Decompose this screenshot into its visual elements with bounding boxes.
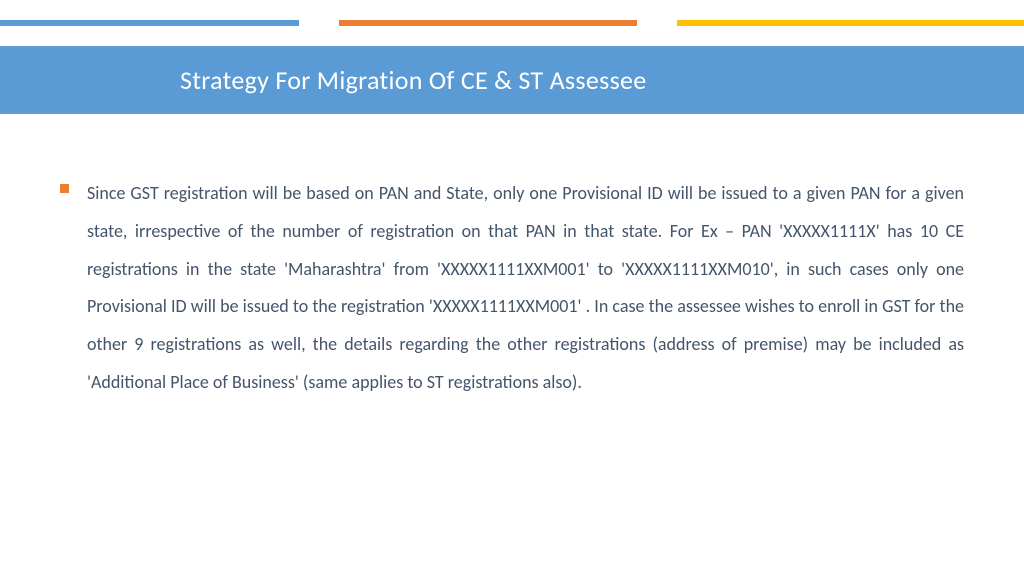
stripe-blue [0, 20, 299, 26]
body-area: Since GST registration will be based on … [60, 175, 964, 402]
bullet-item: Since GST registration will be based on … [60, 175, 964, 402]
square-bullet-icon [60, 184, 69, 193]
slide: Strategy For Migration Of CE & ST Assess… [0, 0, 1024, 576]
title-bar: Strategy For Migration Of CE & ST Assess… [0, 46, 1024, 114]
stripe-yellow [677, 20, 1024, 26]
stripe-orange [339, 20, 638, 26]
top-stripe-row [0, 20, 1024, 26]
slide-title: Strategy For Migration Of CE & ST Assess… [180, 64, 1024, 96]
body-paragraph: Since GST registration will be based on … [87, 175, 964, 402]
